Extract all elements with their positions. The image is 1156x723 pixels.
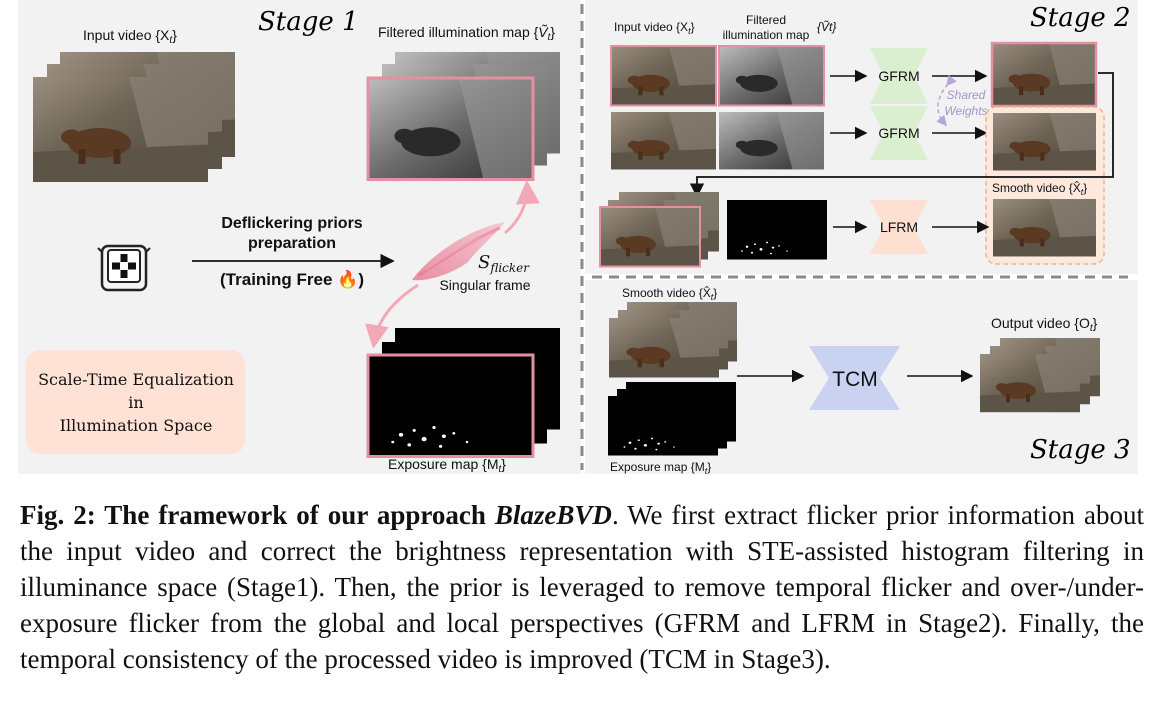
stage1-exposure-stack [366,328,560,458]
stage1-input-label: Input video {Xt} [83,27,177,46]
smooth-row2-image [993,113,1096,171]
dice-icon [97,244,151,292]
gfrm-block-2: GFRM [870,106,928,160]
stage2-title: Stage 2 [1030,3,1131,33]
sflicker-label: Sflicker [478,252,530,275]
shared-weights-arrow [936,74,957,127]
brush-to-filtered-arrow [504,180,540,235]
training-free-label: (Training Free 🔥) [220,269,364,289]
stage3-smooth-label: Smooth video {X̂t} [622,285,717,302]
gfrm-block-1: GFRM [870,48,928,104]
stage2-row3-images [599,192,827,268]
stage1-exposure-label: Exposure map {Mt} [388,456,506,475]
stage1-title: Stage 1 [258,7,359,37]
singular-frame-brush [412,222,505,281]
stage3-title: Stage 3 [1030,435,1131,465]
priors-line2: preparation [248,235,336,252]
stage2-row1-output [990,41,1098,108]
gfrm-label-2: GFRM [878,125,919,141]
stage3-exposure-stack [608,382,736,456]
ste-box: Scale-Time Equalization in Illumination … [26,350,245,454]
stage1-filtered-stack [366,52,560,181]
lfrm-label: LFRM [880,219,918,235]
brush-to-exposure-arrow [365,283,419,349]
smooth-row3-image [993,199,1096,257]
stage1-input-video-stack [33,52,235,182]
stage3-output-stack [980,338,1100,413]
stage2-smooth-label: Smooth video {X̂t} [992,180,1087,197]
tcm-block: TCM [809,346,900,410]
caption-method-name: BlazeBVD [494,500,612,530]
lfrm-block: LFRM [870,200,928,254]
tcm-label: TCM [832,368,878,391]
stage2-filtered-line1: Filtered [746,13,786,27]
stage2-row1-images [610,45,825,107]
framework-figure: Stage 1 Input video {Xt} Filtered illumi… [18,0,1138,476]
loop-arrow [689,72,1114,198]
shared-weights-line2: Weights [944,104,987,118]
gfrm-label-1: GFRM [878,68,919,84]
priors-line1: Deflickering priors [221,215,362,232]
figure-caption: Fig. 2: The framework of our approach Bl… [20,497,1144,677]
stage2-input-label: Input video {Xt} [614,20,695,36]
stage2-filtered-sym: {Ṽt} [817,20,836,34]
stage1-filtered-label: Filtered illumination map {Ṽt} [378,24,555,43]
stage3-smooth-stack [609,302,737,378]
stage3-exposure-label: Exposure map {Mt} [610,460,711,476]
caption-fig-label: Fig. 2: The framework of our approach [20,500,495,530]
shared-weights-line1: Shared [947,88,986,102]
caption-text: . We first extract flicker prior informa… [20,500,1144,674]
ste-line2: in [128,393,143,412]
stage3-output-label: Output video {Ot} [991,315,1098,334]
singular-frame-label: Singular frame [439,277,530,293]
ste-line3: Illumination Space [60,416,213,435]
ste-line1: Scale-Time Equalization [38,370,234,389]
stage2-filtered-line2: illumination map [723,28,810,42]
